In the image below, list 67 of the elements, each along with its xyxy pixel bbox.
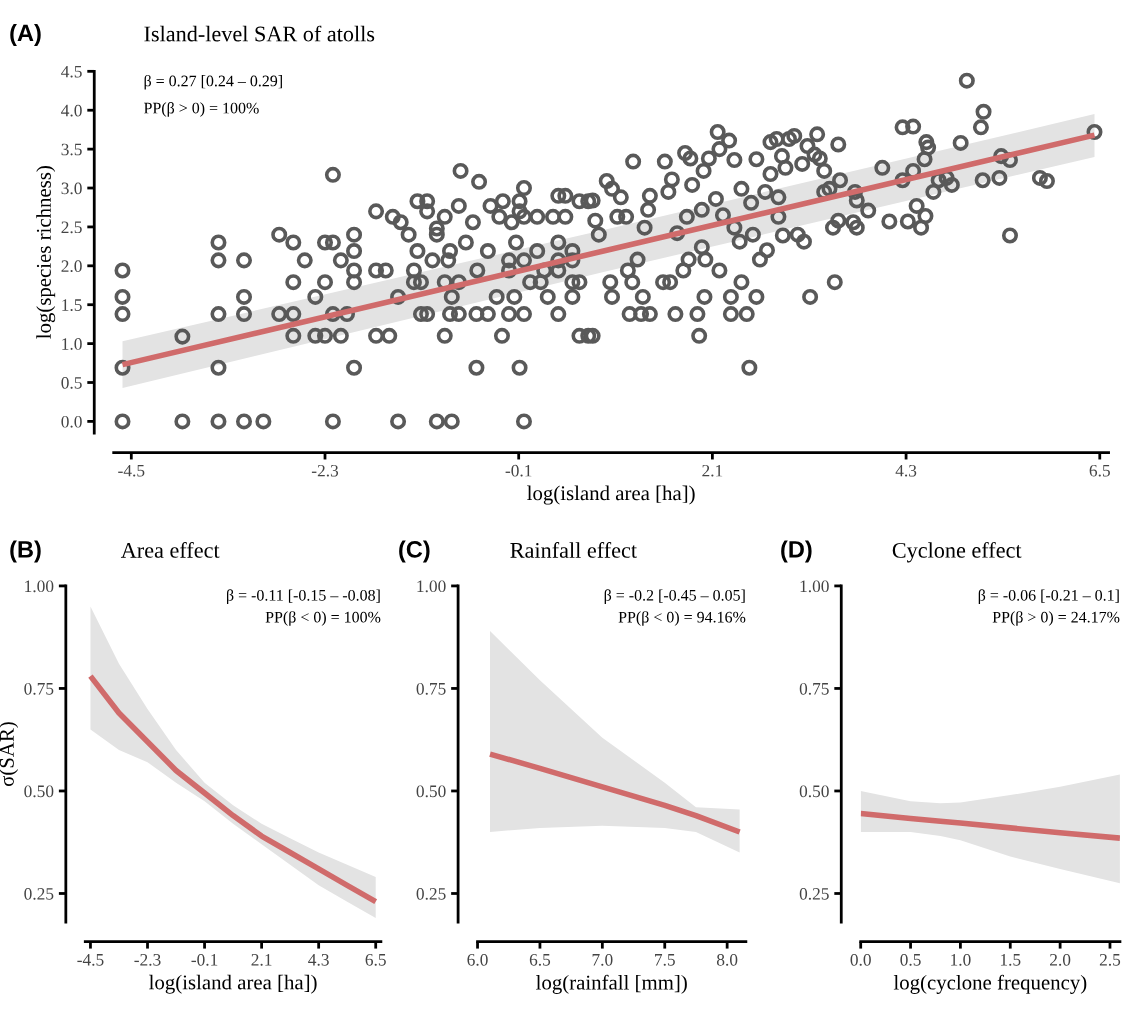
- y-tick-label: 3.5: [61, 143, 82, 156]
- x-tick-label: -4.5: [77, 954, 104, 966]
- x-tick-label: 4.3: [308, 954, 329, 966]
- x-tick-label: 7.0: [592, 953, 613, 966]
- x-axis-title: log(island area [ha]): [527, 485, 695, 505]
- annotation: PP(β < 0) = 100%: [265, 611, 381, 626]
- y-tick-label: 0.25: [799, 887, 829, 900]
- x-tick-label: 4.3: [895, 464, 917, 477]
- x-tick-label: 7.5: [655, 954, 675, 966]
- annotation: PP(β < 0) = 94.16%: [618, 611, 746, 626]
- chart-title: Cyclone effect: [892, 541, 1022, 563]
- annotation: PP(β > 0) = 100%: [144, 102, 259, 117]
- y-tick-label: 1.5: [62, 299, 82, 311]
- y-tick-label: 0.75: [24, 682, 54, 695]
- annotation: β = -0.2 [-0.45 – 0.05]: [604, 589, 745, 604]
- x-tick-label: -0.1: [191, 953, 218, 966]
- x-tick-label: 2.1: [702, 464, 723, 477]
- x-axis-title: log(cyclone frequency): [893, 974, 1087, 994]
- y-tick-label: 1.00: [417, 580, 446, 593]
- x-axis-title: log(rainfall [mm]): [536, 974, 687, 994]
- y-tick-label: 0.0: [61, 415, 82, 428]
- x-tick-label: 0.0: [850, 953, 871, 966]
- y-tick-label: 0.50: [24, 785, 54, 798]
- y-axis-title: log(species richness): [36, 166, 56, 339]
- text: (B): [10, 540, 41, 563]
- chart-title: Island-level SAR of atolls: [144, 25, 375, 42]
- y-tick-label: 0.25: [416, 887, 446, 900]
- x-tick-label: -0.1: [505, 464, 532, 477]
- x-tick-label: 6.5: [529, 954, 551, 966]
- x-tick-label: 6.0: [467, 953, 488, 966]
- x-axis-title: log(island area [ha]): [149, 974, 317, 994]
- x-tick-label: 8.0: [716, 953, 738, 966]
- x-tick-label: 1.0: [951, 953, 971, 966]
- x-tick-label: -4.5: [118, 464, 145, 477]
- x-tick-label: 1.5: [1000, 954, 1021, 966]
- y-tick-label: 1.0: [62, 338, 82, 350]
- annotation: β = -0.11 [-0.15 – -0.08]: [227, 589, 380, 604]
- annotation: β = -0.06 [-0.21 – 0.1]: [978, 589, 1119, 604]
- x-tick-label: 6.5: [365, 954, 386, 966]
- x-tick-label: 2.5: [1099, 954, 1121, 966]
- y-tick-label: 4.0: [61, 104, 82, 117]
- x-tick-label: -2.3: [134, 954, 161, 966]
- x-tick-label: 0.5: [900, 953, 921, 966]
- y-tick-label: 2.5: [61, 221, 82, 234]
- chart-title: Area effect: [120, 542, 220, 558]
- text: (C): [399, 540, 430, 563]
- y-tick-label: 0.25: [24, 887, 54, 900]
- x-tick-label: 6.5: [1089, 464, 1110, 477]
- chart-title: Rainfall effect: [510, 542, 637, 558]
- y-tick-label: 2.0: [61, 260, 82, 273]
- y-tick-label: 1.00: [800, 580, 829, 593]
- y-tick-label: 0.50: [799, 785, 829, 798]
- text: (A): [10, 24, 41, 47]
- y-axis-title: σ(SAR): [0, 722, 19, 787]
- y-tick-label: 0.75: [416, 682, 446, 695]
- text: (D): [781, 540, 812, 563]
- y-tick-label: 3.0: [61, 182, 82, 195]
- annotation: β = 0.27 [0.24 – 0.29]: [144, 74, 282, 90]
- y-tick-label: 0.50: [416, 785, 446, 798]
- y-tick-label: 0.75: [799, 682, 829, 695]
- x-tick-label: 2.1: [251, 954, 272, 966]
- x-tick-label: -2.3: [311, 464, 339, 477]
- annotation: PP(β > 0) = 24.17%: [992, 611, 1120, 626]
- y-tick-label: 0.5: [61, 376, 82, 389]
- y-tick-label: 4.5: [61, 65, 82, 78]
- x-tick-label: 2.0: [1050, 953, 1071, 966]
- y-tick-label: 1.00: [25, 580, 54, 593]
